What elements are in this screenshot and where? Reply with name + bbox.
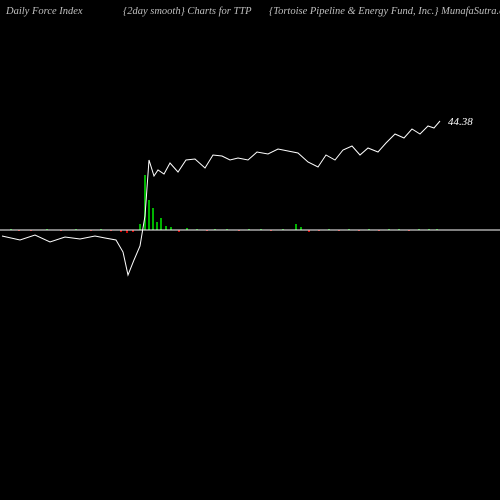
header-segment-1: Daily Force Index [6,6,83,17]
chart-background [0,0,500,500]
chart-svg: 44.38 [0,0,500,500]
force-bar [156,222,158,230]
force-bar [165,226,167,230]
force-bar [148,200,150,230]
force-bar [152,208,154,230]
force-bar [139,224,141,230]
chart-header: Daily Force Index {2day smooth} Charts f… [0,6,500,24]
force-bar [295,224,297,230]
header-segment-2: {2day smooth} Charts for TTP [123,6,252,17]
force-bar [160,218,162,230]
header-segment-3: {Tortoise Pipeline & Energy Fund, Inc.} … [269,6,500,17]
last-value-label: 44.38 [448,116,473,128]
chart-root: Daily Force Index {2day smooth} Charts f… [0,0,500,500]
